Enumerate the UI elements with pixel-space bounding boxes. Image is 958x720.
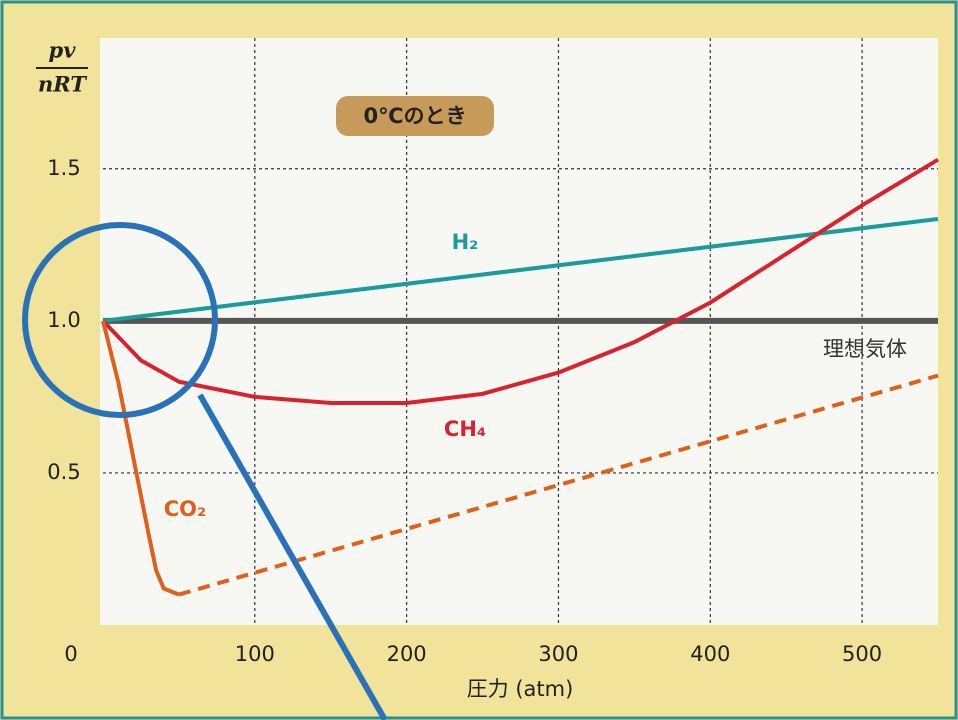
- chart: 0℃のとき pv nRT 圧力 (atm) 0 100 200 300 400 500 0.…: [0, 0, 958, 720]
- series-label: CH₄: [444, 417, 486, 441]
- y-tick-label: 0.5: [47, 460, 80, 484]
- chart-title: 0℃のとき: [363, 104, 466, 128]
- y-tick-label: 1.0: [47, 308, 80, 332]
- x-tick-label: 300: [538, 642, 578, 666]
- series-label: 理想気体: [823, 337, 907, 361]
- series-label: H₂: [452, 230, 479, 254]
- x-tick-label: 400: [690, 642, 730, 666]
- x-label: 圧力 (atm): [467, 677, 574, 701]
- series-label: CO₂: [164, 497, 206, 521]
- page: {"chart_data":{"type":"line","title":"0℃…: [0, 0, 958, 720]
- plot-area: [100, 38, 938, 625]
- x-tick-label: 500: [842, 642, 882, 666]
- x-tick-label: 0: [64, 642, 77, 666]
- x-tick-label: 100: [235, 642, 275, 666]
- x-tick-label: 200: [387, 642, 427, 666]
- y-label-numerator: pv: [49, 38, 77, 63]
- y-label-denominator: nRT: [38, 72, 87, 97]
- y-tick-label: 1.5: [47, 156, 80, 180]
